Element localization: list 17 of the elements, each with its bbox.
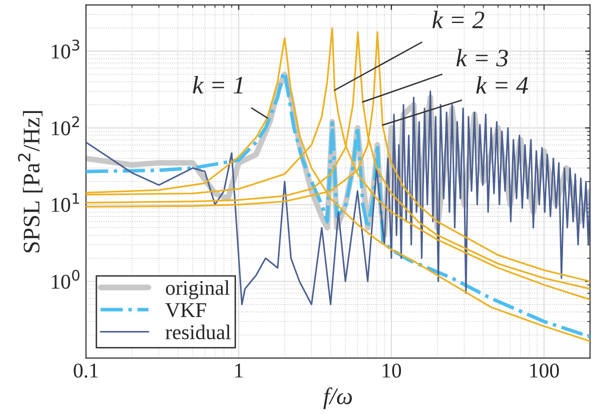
y-tick-label: 10$^{2}$ [52,116,79,136]
y-tick-label: 10$^{1}$ [52,193,80,212]
annotation: k = 1 [192,76,242,94]
annotation: k = 4 [476,76,528,94]
y-tick-label: 10$^{0}$ [52,270,80,289]
legend-label: residual [166,324,231,340]
x-tick-label: 100 [530,364,559,378]
x-tick-label: 10 [382,364,401,378]
y-tick-label: 10$^{3}$ [52,40,80,59]
legend-label: VKF [165,303,206,318]
legend-label: original [166,280,230,300]
annotation: k = 2 [432,10,484,28]
x-tick-label: 0.1 [74,364,98,378]
x-axis-title: f/ω [323,387,352,410]
y-axis-title: SPSL [Pa$^{2}$/Hz] [18,111,42,252]
x-tick-label: 1 [235,364,243,378]
annotation: k = 3 [456,48,508,67]
